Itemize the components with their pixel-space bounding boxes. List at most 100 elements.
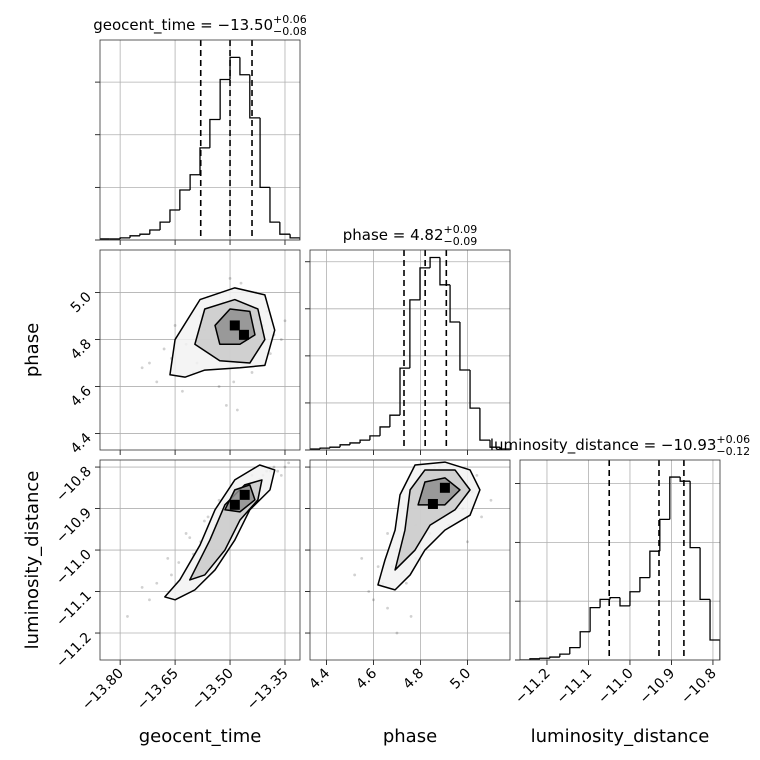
hist-bin xyxy=(649,550,660,578)
hist-bin xyxy=(629,591,640,606)
panel-frame xyxy=(519,459,721,661)
panel: −11.2 −11.1 −11.0 −10.9 −10.8 luminosity_dist… xyxy=(490,433,750,747)
y-tick-label: 4.4 xyxy=(68,430,95,457)
title-sub: −0.08 xyxy=(273,25,307,38)
x-axis-label: phase xyxy=(383,726,437,747)
density-peak xyxy=(439,482,450,493)
hist-bin xyxy=(179,189,191,210)
y-tick-label: 4.6 xyxy=(68,383,95,410)
sample-point xyxy=(232,380,236,384)
sample-point xyxy=(409,615,413,618)
hist-bin xyxy=(689,481,701,549)
plot-area xyxy=(140,277,287,412)
hist-bin xyxy=(459,322,471,371)
panel: 4.4 4.6 4.8 5.0 phase xyxy=(305,459,511,747)
panel: geocent_time = −13.50+0.06 −0.08 xyxy=(93,13,307,245)
sample-point xyxy=(386,606,389,610)
hist-bin xyxy=(369,435,381,441)
title-main: phase = 4.82 xyxy=(343,226,444,244)
sample-point xyxy=(360,556,364,560)
hist-bin xyxy=(679,477,691,482)
hist-bin xyxy=(639,576,650,592)
hist-bin xyxy=(699,547,711,601)
hist-bin xyxy=(289,234,300,240)
density-peak xyxy=(229,499,240,510)
sample-point xyxy=(140,585,144,589)
sample-point xyxy=(376,565,380,569)
hist-bin xyxy=(579,631,591,648)
hist-bin xyxy=(559,653,570,658)
hist-bin xyxy=(159,221,170,230)
hist-bin xyxy=(399,367,410,416)
hist-bin xyxy=(599,598,611,608)
panel-title: phase = 4.82+0.09 −0.09 xyxy=(343,223,478,248)
plot-area xyxy=(100,40,300,240)
panel-frame xyxy=(99,459,301,661)
hist-bin xyxy=(100,238,110,240)
sample-point xyxy=(466,540,469,544)
y-tick-label: 4.8 xyxy=(68,336,95,363)
x-tick-label: −13.80 xyxy=(79,666,127,714)
hist-bin xyxy=(419,267,431,300)
sample-point xyxy=(239,281,243,285)
hist-bin xyxy=(229,56,240,80)
hist-bin xyxy=(239,57,250,76)
plot-area xyxy=(520,460,720,660)
sample-point xyxy=(480,515,483,519)
x-tick-label: −11.2 xyxy=(512,666,554,708)
sample-point xyxy=(184,532,188,535)
hist-bin xyxy=(310,448,321,450)
sample-point xyxy=(353,573,357,577)
sample-point xyxy=(235,408,239,412)
hist-bin xyxy=(189,174,200,190)
x-tick-label: 5.0 xyxy=(447,666,474,693)
x-axis-label: geocent_time xyxy=(139,726,262,747)
hist-bin xyxy=(209,118,221,148)
sample-point xyxy=(283,465,287,469)
panel-title: luminosity_distance = −10.93+0.06 −0.12 xyxy=(490,433,750,458)
y-tick-label: −11.1 xyxy=(53,588,95,630)
panel-frame xyxy=(99,249,301,451)
y-tick-label: −11.0 xyxy=(53,547,95,589)
hist-bin xyxy=(659,518,670,552)
sample-point xyxy=(148,598,151,602)
title-sup: +0.06 xyxy=(273,13,307,26)
hist-bin xyxy=(489,440,500,448)
title-sub: −0.12 xyxy=(716,445,750,458)
hist-bin xyxy=(219,78,231,120)
sample-point xyxy=(166,556,170,560)
hist-bin xyxy=(709,599,720,660)
x-tick-label: 4.6 xyxy=(353,665,380,692)
hist-bin xyxy=(259,117,270,189)
sample-point xyxy=(272,465,276,469)
hist-bin xyxy=(589,606,601,632)
sample-point xyxy=(155,581,159,585)
panel-frame xyxy=(99,39,301,241)
sample-point xyxy=(177,561,181,564)
x-tick-label: −10.9 xyxy=(637,666,679,708)
panel: 4.4 4.6 4.8 5.0 phase xyxy=(22,249,301,457)
hist-bin xyxy=(389,414,401,427)
sample-point xyxy=(279,338,283,341)
sample-point xyxy=(250,371,254,374)
plot-area xyxy=(126,461,291,618)
sample-point xyxy=(206,515,210,519)
x-tick-label: −13.35 xyxy=(244,666,292,714)
sample-point xyxy=(283,319,287,323)
sample-point xyxy=(217,385,221,388)
hist-bin xyxy=(539,657,550,659)
title-sup: +0.09 xyxy=(444,223,478,236)
hist-bin xyxy=(619,597,630,607)
density-peak xyxy=(238,329,249,340)
y-tick-label: −10.9 xyxy=(53,505,95,547)
x-tick-label: −11.0 xyxy=(595,666,637,708)
plot-area xyxy=(310,250,510,450)
y-tick-label: −11.2 xyxy=(53,630,95,672)
sample-point xyxy=(367,590,371,593)
title-main: geocent_time = −13.50 xyxy=(93,16,273,35)
sample-point xyxy=(224,403,228,407)
x-tick-label: −10.8 xyxy=(678,666,720,708)
sample-point xyxy=(268,352,272,356)
